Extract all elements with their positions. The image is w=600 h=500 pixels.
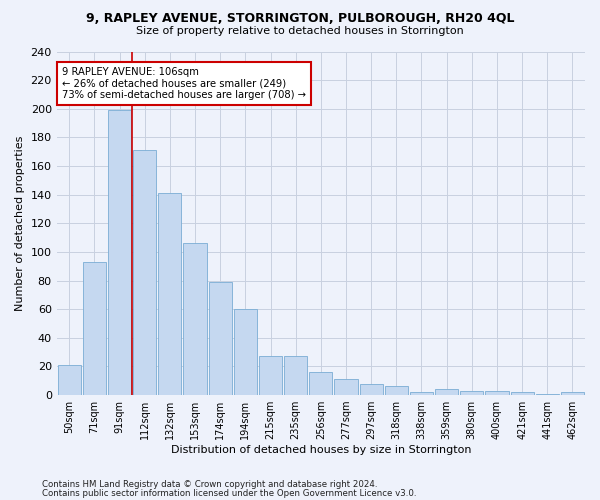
Bar <box>58 365 81 395</box>
Text: Contains HM Land Registry data © Crown copyright and database right 2024.: Contains HM Land Registry data © Crown c… <box>42 480 377 489</box>
Bar <box>460 391 484 395</box>
Bar <box>485 391 509 395</box>
Bar <box>309 372 332 395</box>
Bar <box>83 262 106 395</box>
Bar <box>385 386 408 395</box>
Bar <box>209 282 232 395</box>
Bar <box>284 356 307 395</box>
Y-axis label: Number of detached properties: Number of detached properties <box>15 136 25 311</box>
Bar <box>259 356 282 395</box>
Bar <box>158 193 181 395</box>
Bar <box>359 384 383 395</box>
Text: 9, RAPLEY AVENUE, STORRINGTON, PULBOROUGH, RH20 4QL: 9, RAPLEY AVENUE, STORRINGTON, PULBOROUG… <box>86 12 514 26</box>
Bar <box>435 390 458 395</box>
Text: Contains public sector information licensed under the Open Government Licence v3: Contains public sector information licen… <box>42 488 416 498</box>
Text: Size of property relative to detached houses in Storrington: Size of property relative to detached ho… <box>136 26 464 36</box>
Bar <box>334 380 358 395</box>
Bar <box>108 110 131 395</box>
Bar <box>536 394 559 395</box>
Bar <box>234 309 257 395</box>
Bar <box>184 244 206 395</box>
Bar <box>511 392 533 395</box>
Bar <box>133 150 156 395</box>
Text: 9 RAPLEY AVENUE: 106sqm
← 26% of detached houses are smaller (249)
73% of semi-d: 9 RAPLEY AVENUE: 106sqm ← 26% of detache… <box>62 67 306 100</box>
Bar <box>410 392 433 395</box>
Bar <box>561 392 584 395</box>
X-axis label: Distribution of detached houses by size in Storrington: Distribution of detached houses by size … <box>170 445 471 455</box>
